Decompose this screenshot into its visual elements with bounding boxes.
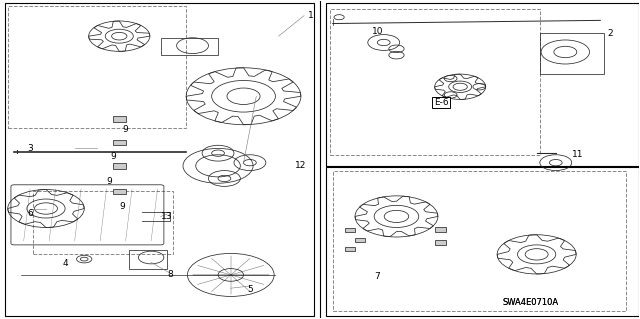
- Text: 9: 9: [123, 125, 129, 134]
- Text: E-6: E-6: [434, 98, 449, 107]
- Bar: [435, 240, 446, 245]
- Text: 7: 7: [374, 272, 380, 281]
- Text: 11: 11: [572, 150, 584, 159]
- Bar: [113, 140, 125, 145]
- Text: 9: 9: [110, 152, 116, 161]
- Bar: [8, 6, 186, 128]
- Text: 6: 6: [27, 209, 33, 218]
- Text: 3: 3: [27, 144, 33, 153]
- Bar: [33, 191, 173, 254]
- Text: 13: 13: [161, 212, 173, 221]
- Bar: [355, 238, 365, 242]
- Text: 1: 1: [308, 11, 314, 20]
- Bar: [330, 9, 540, 155]
- Text: 5: 5: [247, 285, 253, 294]
- Text: 10: 10: [372, 27, 383, 36]
- Bar: [113, 189, 125, 194]
- Text: 8: 8: [168, 271, 173, 279]
- Bar: [540, 33, 604, 74]
- Bar: [435, 227, 446, 232]
- Bar: [326, 167, 639, 316]
- Bar: [113, 163, 125, 169]
- Text: SWA4E0710A: SWA4E0710A: [502, 298, 558, 307]
- Text: 2: 2: [607, 28, 612, 38]
- Text: 4: 4: [62, 259, 68, 268]
- Text: 9: 9: [107, 177, 113, 186]
- Bar: [333, 171, 626, 311]
- Bar: [129, 250, 167, 269]
- Text: 9: 9: [120, 203, 125, 211]
- Text: 12: 12: [295, 161, 307, 170]
- Bar: [113, 116, 125, 122]
- Bar: [326, 3, 639, 166]
- Bar: [4, 3, 314, 316]
- Bar: [346, 247, 355, 251]
- Text: SWA4E0710A: SWA4E0710A: [502, 298, 558, 307]
- Bar: [346, 228, 355, 232]
- Bar: [161, 38, 218, 55]
